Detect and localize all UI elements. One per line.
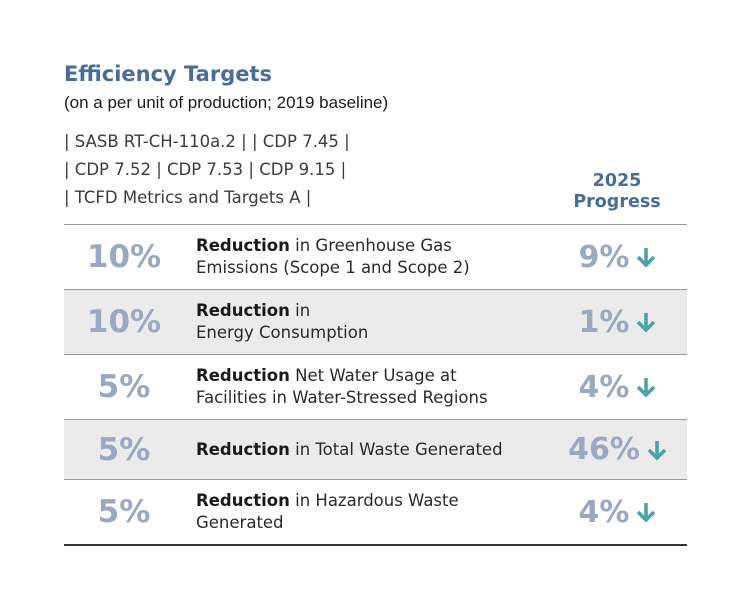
progress-cell: 1% xyxy=(554,290,682,354)
progress-value: 4% xyxy=(578,494,630,530)
description-line2: Emissions (Scope 1 and Scope 2) xyxy=(196,258,470,277)
progress-value: 9% xyxy=(578,239,630,275)
description-text: in Greenhouse Gas xyxy=(289,236,452,255)
page-subtitle: (on a per unit of production; 2019 basel… xyxy=(64,93,389,112)
reference-line: | TCFD Metrics and Targets A | xyxy=(64,188,312,207)
description-bold: Reduction xyxy=(196,236,290,255)
table-row: 10% Reduction in Greenhouse Gas Emission… xyxy=(64,225,687,290)
progress-value: 4% xyxy=(578,369,630,405)
progress-cell: 46% xyxy=(554,420,682,479)
target-description: Reduction in Total Waste Generated xyxy=(196,420,547,479)
description-line2: Facilities in Water-Stressed Regions xyxy=(196,388,488,407)
target-description: Reduction in Hazardous Waste Generated xyxy=(196,480,547,544)
progress-cell: 4% xyxy=(554,480,682,544)
description-bold: Reduction xyxy=(196,366,290,385)
description-bold: Reduction xyxy=(196,491,290,510)
progress-column-header: 2025 Progress xyxy=(557,171,677,213)
target-value: 10% xyxy=(86,304,162,340)
target-value: 5% xyxy=(97,494,151,530)
description-bold: Reduction xyxy=(196,301,290,320)
reference-list: | SASB RT-CH-110a.2 | | CDP 7.45 | | CDP… xyxy=(64,128,350,212)
arrow-down-icon xyxy=(637,378,656,398)
targets-table: 10% Reduction in Greenhouse Gas Emission… xyxy=(64,224,687,546)
progress-value: 1% xyxy=(578,304,630,340)
progress-header-label: Progress xyxy=(573,192,661,212)
target-value: 10% xyxy=(86,239,162,275)
table-row: 5% Reduction in Total Waste Generated 46… xyxy=(64,420,687,480)
description-bold: Reduction xyxy=(196,439,290,459)
arrow-down-icon xyxy=(647,440,667,461)
target-value: 5% xyxy=(97,369,151,405)
description-text: in Hazardous Waste xyxy=(289,491,459,510)
reference-line: | SASB RT-CH-110a.2 | | CDP 7.45 | xyxy=(64,132,350,151)
target-description: Reduction in Greenhouse Gas Emissions (S… xyxy=(196,225,547,289)
target-description: Reduction in Energy Consumption xyxy=(196,290,547,354)
arrow-down-icon xyxy=(637,503,656,523)
table-row: 5% Reduction in Hazardous Waste Generate… xyxy=(64,480,687,546)
description-line2: Energy Consumption xyxy=(196,323,369,342)
arrow-down-icon xyxy=(637,313,656,333)
table-row: 5% Reduction Net Water Usage at Faciliti… xyxy=(64,355,687,420)
reference-line: | CDP 7.52 | CDP 7.53 | CDP 9.15 | xyxy=(64,160,347,179)
progress-cell: 4% xyxy=(554,355,682,419)
table-row: 10% Reduction in Energy Consumption 1% xyxy=(64,290,687,355)
description-text: in Total Waste Generated xyxy=(289,439,503,459)
target-value: 5% xyxy=(97,431,151,468)
progress-header-year: 2025 xyxy=(592,171,642,191)
description-text: in xyxy=(289,301,311,320)
progress-value: 46% xyxy=(568,432,640,467)
page-title: Efficiency Targets xyxy=(64,62,273,86)
target-description: Reduction Net Water Usage at Facilities … xyxy=(196,355,547,419)
arrow-down-icon xyxy=(637,248,656,268)
description-line2: Generated xyxy=(196,513,284,532)
description-text: Net Water Usage at xyxy=(289,366,457,385)
progress-cell: 9% xyxy=(554,225,682,289)
